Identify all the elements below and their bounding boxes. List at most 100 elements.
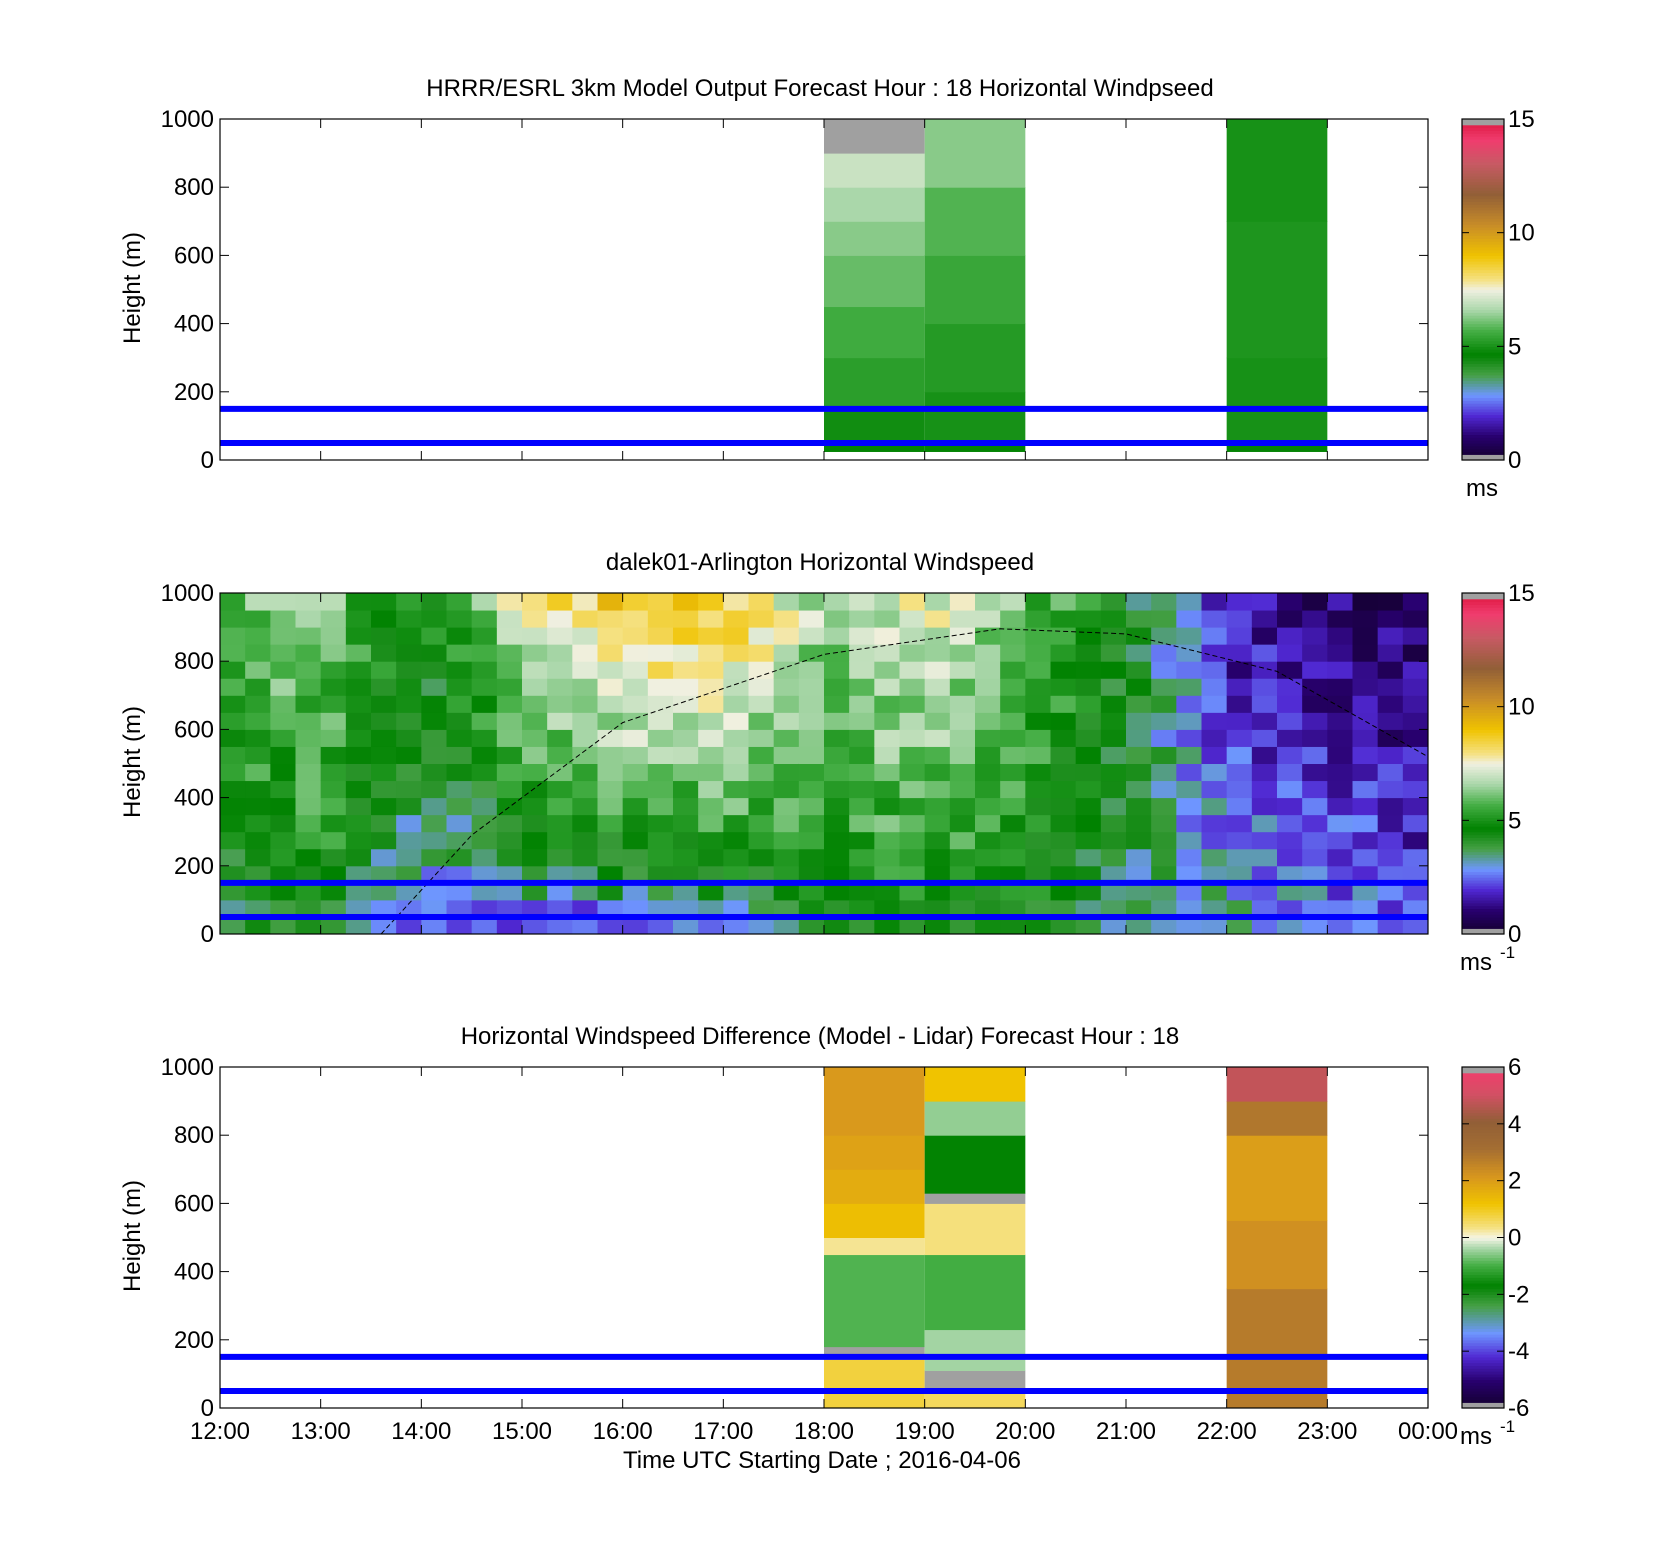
lidar-cell bbox=[597, 848, 624, 867]
colorbar-swatch bbox=[1462, 598, 1504, 603]
lidar-cell bbox=[1402, 780, 1429, 799]
lidar-cell bbox=[1377, 780, 1404, 799]
colorbar-swatch bbox=[1462, 141, 1504, 146]
colorbar-swatch bbox=[1462, 207, 1504, 211]
lidar-cell bbox=[1277, 831, 1303, 850]
panel1-ylabel: Height (m) bbox=[119, 232, 146, 344]
lidar-cell bbox=[1251, 627, 1278, 645]
lidar-cell bbox=[270, 848, 296, 867]
lidar-cell bbox=[1327, 814, 1353, 833]
lidar-cell bbox=[1226, 712, 1253, 730]
colorbar-swatch bbox=[1462, 627, 1504, 631]
lidar-cell bbox=[496, 916, 523, 935]
lidar-cell bbox=[496, 712, 523, 730]
lidar-cell bbox=[1000, 746, 1026, 764]
colorbar-swatch bbox=[1462, 164, 1504, 168]
lidar-cell bbox=[949, 797, 976, 816]
colorbar-swatch bbox=[1462, 1376, 1504, 1381]
lidar-cell bbox=[1226, 899, 1253, 918]
lidar-cell bbox=[1176, 712, 1202, 730]
colorbar-swatch bbox=[1462, 1092, 1504, 1097]
lidar-cell bbox=[1201, 746, 1228, 764]
lidar-cell bbox=[748, 644, 775, 662]
lidar-cell bbox=[421, 865, 447, 884]
lidar-cell bbox=[1126, 644, 1152, 662]
xtick-label: 15:00 bbox=[492, 1418, 552, 1445]
colorbar-swatch bbox=[1462, 1152, 1504, 1156]
lidar-cell bbox=[547, 899, 573, 918]
colorbar-swatch bbox=[1462, 1342, 1504, 1347]
lidar-cell bbox=[320, 678, 347, 696]
lidar-cell bbox=[874, 916, 900, 935]
lidar-cell bbox=[622, 712, 649, 730]
colorbar-swatch bbox=[1462, 811, 1504, 816]
lidar-cell bbox=[1402, 712, 1429, 730]
lidar-cell bbox=[572, 610, 598, 628]
colorbar-swatch bbox=[1462, 1138, 1504, 1142]
lidar-cell bbox=[1100, 916, 1127, 935]
lidar-cell bbox=[874, 848, 900, 867]
lidar-cell bbox=[698, 916, 724, 935]
lidar-cell bbox=[1226, 695, 1253, 713]
lidar-cell bbox=[798, 814, 825, 833]
colorbar-swatch bbox=[1462, 380, 1504, 384]
colorbar-swatch bbox=[1462, 632, 1504, 637]
lidar-cell bbox=[597, 593, 624, 611]
colorbar-swatch bbox=[1462, 718, 1504, 722]
colorbar-swatch bbox=[1462, 255, 1504, 259]
lidar-cell bbox=[1126, 627, 1152, 645]
lidar-cell bbox=[1251, 644, 1278, 662]
lidar-cell bbox=[522, 627, 548, 645]
colorbar-swatch bbox=[1462, 601, 1504, 605]
colorbar-swatch bbox=[1462, 1328, 1504, 1332]
colorbar-swatch bbox=[1462, 646, 1504, 651]
lidar-cell bbox=[723, 797, 749, 816]
colorbar-swatch bbox=[1462, 1402, 1504, 1406]
lidar-cell bbox=[849, 610, 875, 628]
lidar-cell bbox=[572, 848, 598, 867]
lidar-cell bbox=[723, 763, 749, 782]
colorbar-swatch bbox=[1462, 1067, 1504, 1071]
lidar-cell bbox=[1126, 729, 1152, 747]
lidar-cell bbox=[572, 678, 598, 696]
lidar-cell bbox=[295, 695, 322, 713]
colorbar-swatch bbox=[1462, 823, 1504, 827]
colorbar-swatch bbox=[1462, 857, 1504, 861]
colorbar-swatch bbox=[1462, 1174, 1504, 1179]
lidar-cell bbox=[1377, 695, 1404, 713]
lidar-cell bbox=[547, 763, 573, 782]
lidar-cell bbox=[647, 746, 674, 764]
lidar-cell bbox=[1251, 797, 1278, 816]
lidar-cell bbox=[270, 593, 296, 611]
lidar-cell bbox=[245, 865, 271, 884]
lidar-cell bbox=[622, 797, 649, 816]
lidar-cell bbox=[1151, 610, 1177, 628]
colorbar-swatch bbox=[1462, 914, 1504, 918]
lidar-cell bbox=[824, 899, 850, 918]
lidar-cell bbox=[471, 848, 498, 867]
lidar-cell bbox=[924, 848, 951, 867]
lidar-cell bbox=[1075, 712, 1102, 730]
lidar-cell bbox=[1100, 610, 1127, 628]
lidar-cell bbox=[1201, 848, 1228, 867]
lidar-cell bbox=[1201, 882, 1228, 901]
colorbar-swatch bbox=[1462, 434, 1504, 438]
lidar-cell bbox=[1201, 899, 1228, 918]
colorbar-swatch bbox=[1462, 683, 1504, 688]
lidar-cell bbox=[849, 865, 875, 884]
lidar-cell bbox=[1251, 916, 1278, 935]
lidar-cell bbox=[773, 848, 800, 867]
lidar-cell bbox=[522, 695, 548, 713]
colorbar-swatch bbox=[1462, 1183, 1504, 1187]
lidar-cell bbox=[1151, 831, 1177, 850]
lidar-cell bbox=[270, 797, 296, 816]
colorbar-swatch bbox=[1462, 258, 1504, 262]
lidar-cell bbox=[1201, 593, 1228, 611]
lidar-cell bbox=[396, 627, 422, 645]
lidar-cell bbox=[572, 712, 598, 730]
lidar-cell bbox=[295, 848, 322, 867]
lidar-cell bbox=[421, 678, 447, 696]
lidar-cell bbox=[522, 746, 548, 764]
lidar-cell bbox=[1327, 882, 1353, 901]
lidar-cell bbox=[824, 712, 850, 730]
